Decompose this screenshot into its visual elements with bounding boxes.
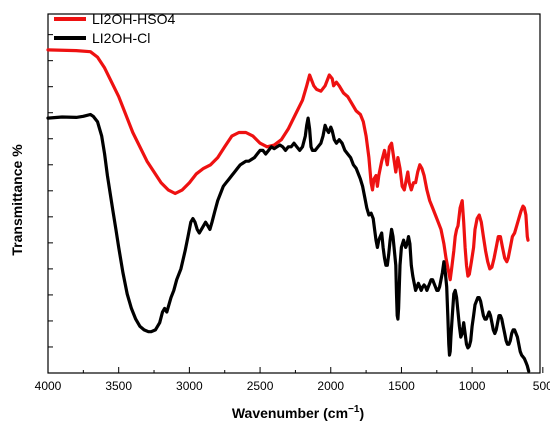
x-axis-title-main: Wavenumber (cm xyxy=(232,405,348,421)
x-axis-title: Wavenumber (cm−1) xyxy=(232,404,364,421)
legend-label-li2oh-hso4: LI2OH-HSO4 xyxy=(92,11,175,27)
x-axis-ticks: 4000 3500 3000 2500 2000 1500 1000 500 xyxy=(35,367,550,393)
x-tick-label-3500: 3500 xyxy=(105,379,132,393)
y-axis-ticks xyxy=(48,34,53,374)
legend-label-li2oh-cl: LI2OH-Cl xyxy=(92,30,150,46)
x-tick-label-1000: 1000 xyxy=(459,379,486,393)
x-tick-label-3000: 3000 xyxy=(176,379,203,393)
series-line-li2oh-cl xyxy=(46,112,531,373)
series-line-li2oh-hso4 xyxy=(46,48,530,282)
x-tick-label-2500: 2500 xyxy=(247,379,274,393)
series-layer xyxy=(46,48,531,373)
plot-frame xyxy=(47,13,541,374)
legend: LI2OH-HSO4 LI2OH-Cl xyxy=(54,11,175,46)
y-axis-title: Transmittance % xyxy=(9,144,25,256)
x-axis-title-sup: −1 xyxy=(348,404,360,415)
x-tick-label-2000: 2000 xyxy=(317,379,344,393)
x-tick-label-500: 500 xyxy=(533,379,550,393)
x-axis-title-close: ) xyxy=(359,405,364,421)
x-tick-label-4000: 4000 xyxy=(35,379,62,393)
x-tick-label-1500: 1500 xyxy=(388,379,415,393)
